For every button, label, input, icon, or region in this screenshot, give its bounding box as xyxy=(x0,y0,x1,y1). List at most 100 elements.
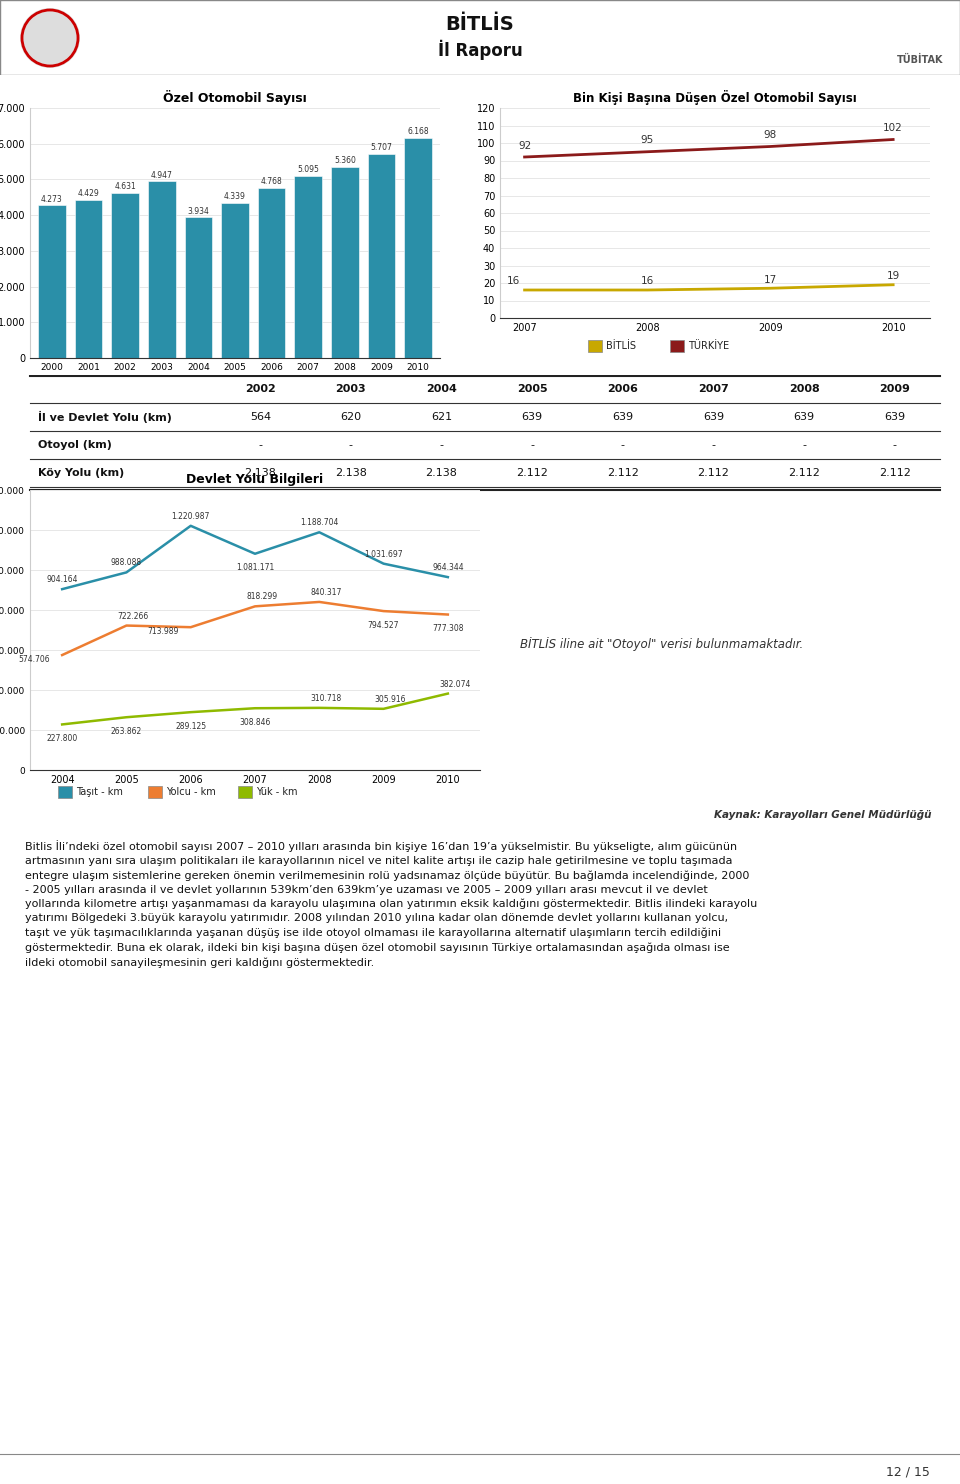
Bar xyxy=(258,187,285,358)
Text: 4.273: 4.273 xyxy=(41,194,62,203)
Text: 4.768: 4.768 xyxy=(261,177,282,186)
Text: 2.138: 2.138 xyxy=(425,467,458,478)
Bar xyxy=(58,787,72,798)
Text: İl ve Devlet Yolu (km): İl ve Devlet Yolu (km) xyxy=(37,411,172,423)
Text: 964.344: 964.344 xyxy=(432,564,464,573)
Text: TÜBİTAK: TÜBİTAK xyxy=(897,55,944,65)
Text: 840.317: 840.317 xyxy=(310,588,342,597)
Text: 2.138: 2.138 xyxy=(335,467,367,478)
Bar xyxy=(404,138,432,358)
Text: 620: 620 xyxy=(341,413,362,421)
Text: 904.164: 904.164 xyxy=(46,576,78,585)
Text: 305.916: 305.916 xyxy=(374,695,406,703)
Text: BİTLİS iline ait "Otoyol" verisi bulunmamaktadır.: BİTLİS iline ait "Otoyol" verisi bulunma… xyxy=(520,637,804,651)
Bar xyxy=(111,193,139,358)
Text: 2007: 2007 xyxy=(698,384,729,393)
Bar xyxy=(331,166,358,358)
Bar xyxy=(184,218,212,358)
Text: 2005: 2005 xyxy=(516,384,547,393)
Text: C.2 Karayolu: C.2 Karayolu xyxy=(12,82,111,96)
Text: Yolcu - km: Yolcu - km xyxy=(166,787,216,797)
Text: 19: 19 xyxy=(886,272,900,280)
Text: 12 / 15: 12 / 15 xyxy=(886,1466,930,1478)
Text: -: - xyxy=(802,439,806,450)
Bar xyxy=(295,177,322,358)
Text: 382.074: 382.074 xyxy=(439,680,470,689)
Text: 308.846: 308.846 xyxy=(239,718,271,727)
Text: 2006: 2006 xyxy=(608,384,638,393)
Circle shape xyxy=(20,7,80,68)
Bar xyxy=(148,181,176,358)
Text: 564: 564 xyxy=(250,413,271,421)
Text: 92: 92 xyxy=(518,141,531,151)
Text: 1.031.697: 1.031.697 xyxy=(364,549,403,558)
Text: -: - xyxy=(440,439,444,450)
Text: 621: 621 xyxy=(431,413,452,421)
Text: 1.081.171: 1.081.171 xyxy=(236,564,275,573)
Text: -: - xyxy=(258,439,262,450)
Text: 794.527: 794.527 xyxy=(368,620,399,629)
Text: 5.360: 5.360 xyxy=(334,156,356,165)
Text: 639: 639 xyxy=(794,413,815,421)
Text: -: - xyxy=(711,439,715,450)
Text: 988.088: 988.088 xyxy=(110,558,142,567)
Text: 639: 639 xyxy=(521,413,542,421)
Text: Köy Yolu (km): Köy Yolu (km) xyxy=(37,467,124,478)
Text: BİTLİS: BİTLİS xyxy=(606,341,636,352)
Text: Özel Otomobil Sayısı: Özel Otomobil Sayısı xyxy=(163,91,307,105)
Text: 2.112: 2.112 xyxy=(698,467,730,478)
Text: -: - xyxy=(348,439,353,450)
Bar xyxy=(75,200,103,358)
Text: 639: 639 xyxy=(612,413,634,421)
Text: -: - xyxy=(893,439,897,450)
Text: 639: 639 xyxy=(884,413,905,421)
Text: 227.800: 227.800 xyxy=(46,735,78,743)
Text: 4.429: 4.429 xyxy=(78,188,100,197)
Text: 2003: 2003 xyxy=(336,384,367,393)
Text: 5.095: 5.095 xyxy=(298,165,319,174)
Text: 2008: 2008 xyxy=(789,384,820,393)
Text: Taşıt - km: Taşıt - km xyxy=(76,787,123,797)
Text: 1.220.987: 1.220.987 xyxy=(172,512,210,521)
Text: 639: 639 xyxy=(703,413,724,421)
Text: TÜRKİYE: TÜRKİYE xyxy=(688,341,730,352)
Text: 818.299: 818.299 xyxy=(247,592,277,601)
Bar xyxy=(670,340,684,352)
Bar xyxy=(148,787,162,798)
Text: 98: 98 xyxy=(763,131,777,139)
Text: 2.138: 2.138 xyxy=(245,467,276,478)
Text: 2.112: 2.112 xyxy=(607,467,638,478)
Text: 574.706: 574.706 xyxy=(18,654,50,663)
Text: Bin Kişi Başına Düşen Özel Otomobil Sayısı: Bin Kişi Başına Düşen Özel Otomobil Sayı… xyxy=(573,91,857,105)
Text: 5.707: 5.707 xyxy=(371,144,393,153)
Text: 1.188.704: 1.188.704 xyxy=(300,518,339,527)
Text: İl Raporu: İl Raporu xyxy=(438,40,522,61)
Text: 4.339: 4.339 xyxy=(224,193,246,202)
Bar xyxy=(588,340,602,352)
Text: 16: 16 xyxy=(641,276,654,286)
Text: 4.947: 4.947 xyxy=(151,171,173,180)
Text: 6.168: 6.168 xyxy=(407,128,429,137)
Text: 289.125: 289.125 xyxy=(175,721,206,730)
Bar xyxy=(368,154,396,358)
Text: 4.631: 4.631 xyxy=(114,183,136,191)
Text: BİTLİS: BİTLİS xyxy=(445,15,515,34)
Text: Otoyol (km): Otoyol (km) xyxy=(37,439,111,450)
Text: Devlet Yolu Bilgileri: Devlet Yolu Bilgileri xyxy=(186,473,324,485)
Text: 2009: 2009 xyxy=(879,384,910,393)
Text: 310.718: 310.718 xyxy=(311,695,342,703)
Text: 95: 95 xyxy=(641,135,654,145)
Text: 722.266: 722.266 xyxy=(118,611,149,620)
Text: 777.308: 777.308 xyxy=(432,625,464,634)
Bar xyxy=(38,205,65,358)
Bar xyxy=(238,787,252,798)
Bar xyxy=(221,203,249,358)
Text: -: - xyxy=(621,439,625,450)
Text: Bitlis İli’ndeki özel otomobil sayısı 2007 – 2010 yılları arasında bin kişiye 16: Bitlis İli’ndeki özel otomobil sayısı 20… xyxy=(25,840,757,968)
Text: 102: 102 xyxy=(883,123,903,134)
Text: Kaynak: Karayolları Genel Müdürlüğü: Kaynak: Karayolları Genel Müdürlüğü xyxy=(713,810,931,821)
Text: Yük - km: Yük - km xyxy=(256,787,298,797)
Text: 2.112: 2.112 xyxy=(516,467,548,478)
Text: -: - xyxy=(530,439,534,450)
Text: 3.934: 3.934 xyxy=(187,206,209,215)
